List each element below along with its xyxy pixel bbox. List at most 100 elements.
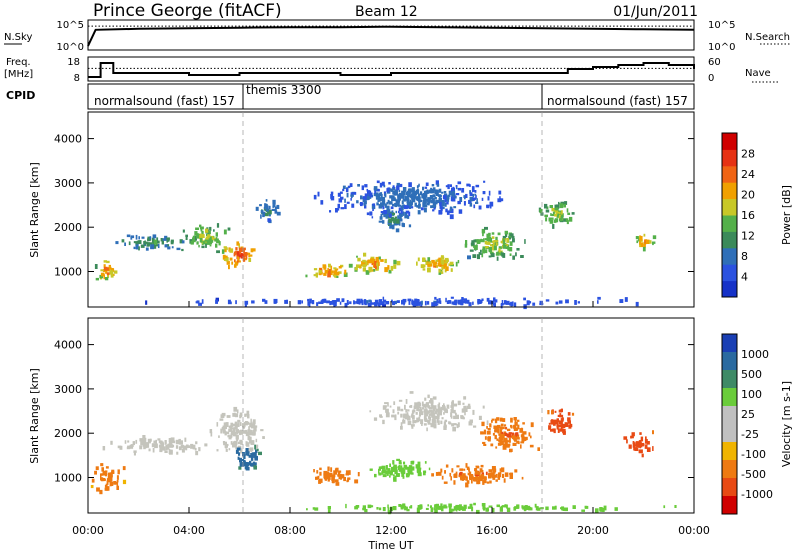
heat-cell	[486, 204, 490, 209]
heat-cell	[484, 249, 488, 254]
heat-cell	[234, 425, 238, 430]
heat-cell	[176, 247, 181, 251]
heat-cell	[413, 405, 417, 409]
heat-cell	[140, 441, 144, 446]
heat-cell	[488, 255, 492, 258]
heat-cell	[328, 263, 331, 268]
heat-cell	[564, 507, 568, 512]
heat-cell	[391, 414, 395, 418]
heat-cell	[235, 413, 239, 418]
heat-cell	[463, 405, 467, 409]
heat-cell	[484, 238, 487, 241]
heat-cell	[448, 263, 451, 266]
heat-cell	[121, 239, 125, 243]
nsky-panel: N.Sky 10^5 10^0 10^5 10^0 N.Search	[4, 19, 790, 53]
heat-cell	[470, 242, 475, 246]
heat-cell	[236, 251, 240, 256]
heat-cell	[110, 268, 114, 271]
heat-cell	[161, 240, 164, 245]
heat-cell	[218, 241, 221, 246]
heat-cell	[218, 435, 220, 438]
heat-cell	[154, 444, 157, 448]
heat-cell	[145, 247, 149, 251]
heat-cell	[376, 202, 379, 206]
heat-cell	[366, 196, 370, 200]
heat-cell	[397, 215, 400, 219]
velocity-colorbar-cells	[722, 334, 737, 515]
freq-frame	[87, 56, 695, 82]
heat-cell	[499, 435, 503, 440]
heat-cell	[379, 192, 381, 197]
heat-cell	[418, 200, 421, 205]
heat-cell	[424, 204, 428, 208]
nsky-label: N.Sky	[4, 32, 32, 43]
heat-cell	[319, 471, 322, 476]
heat-cell	[223, 430, 226, 433]
heat-cell	[382, 419, 385, 425]
heat-cell	[473, 425, 477, 428]
heat-cell	[550, 420, 555, 425]
cpid-label: CPID	[6, 89, 35, 102]
heat-cell	[441, 266, 444, 271]
heat-cell	[644, 240, 647, 245]
heat-cell	[501, 473, 505, 478]
heat-cell	[539, 209, 543, 214]
heat-cell	[223, 246, 227, 249]
heat-cell	[553, 219, 557, 223]
heat-cell	[175, 445, 179, 449]
heat-cell	[375, 260, 380, 264]
heat-cell	[235, 423, 239, 427]
heat-cell	[639, 449, 643, 454]
heat-cell	[201, 234, 205, 238]
heat-cell	[344, 302, 348, 308]
heat-cell	[215, 243, 218, 248]
heat-cell	[420, 408, 423, 414]
heat-cell	[246, 442, 250, 447]
heat-cell	[559, 203, 564, 209]
heat-cell	[496, 438, 499, 441]
heat-cell	[239, 447, 242, 451]
heat-cell	[445, 185, 449, 188]
heat-cell	[614, 507, 618, 511]
heat-cell	[253, 465, 257, 470]
heat-cell	[116, 475, 119, 480]
heat-cell	[107, 273, 110, 278]
heat-cell	[458, 472, 462, 476]
heat-cell	[412, 466, 415, 469]
heat-cell	[557, 213, 559, 217]
heat-cell	[438, 209, 443, 215]
heat-cell	[455, 412, 457, 416]
heat-cell	[392, 301, 396, 304]
heat-cell	[170, 239, 174, 243]
heat-cell	[411, 199, 415, 203]
heat-cell	[457, 260, 460, 264]
heat-cell	[402, 211, 405, 216]
heat-cell	[135, 243, 139, 247]
heat-cell	[268, 210, 272, 215]
heat-cell	[489, 423, 492, 428]
heat-cell	[388, 182, 391, 185]
heat-cell	[411, 187, 415, 192]
heat-cell	[264, 300, 268, 304]
heat-cell	[216, 449, 219, 452]
heat-cell	[382, 474, 387, 478]
heat-cell	[474, 468, 476, 472]
heat-cell	[96, 487, 100, 492]
heat-cell	[306, 508, 308, 511]
heat-cell	[504, 504, 507, 508]
heat-cell	[426, 189, 429, 194]
heat-cell	[130, 236, 133, 240]
heat-cell	[404, 465, 408, 470]
heat-cell	[389, 475, 391, 478]
heat-cell	[436, 414, 440, 419]
heat-cell	[405, 409, 408, 413]
heat-cell	[502, 235, 507, 240]
heat-cell	[549, 219, 554, 224]
heat-cell	[560, 201, 565, 205]
heat-cell	[400, 422, 403, 427]
heat-cell	[532, 302, 536, 306]
heat-cell	[432, 187, 436, 192]
heat-cell	[558, 201, 560, 205]
heat-cell	[481, 503, 486, 507]
heat-cell	[126, 234, 131, 238]
